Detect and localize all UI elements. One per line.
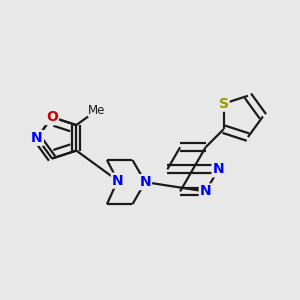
Text: O: O [46,110,58,124]
Text: N: N [213,162,224,176]
Text: N: N [31,131,43,145]
Text: Me: Me [88,103,106,117]
Text: S: S [219,97,229,111]
Text: N: N [112,174,123,188]
Text: N: N [140,175,151,189]
Text: N: N [200,184,212,199]
